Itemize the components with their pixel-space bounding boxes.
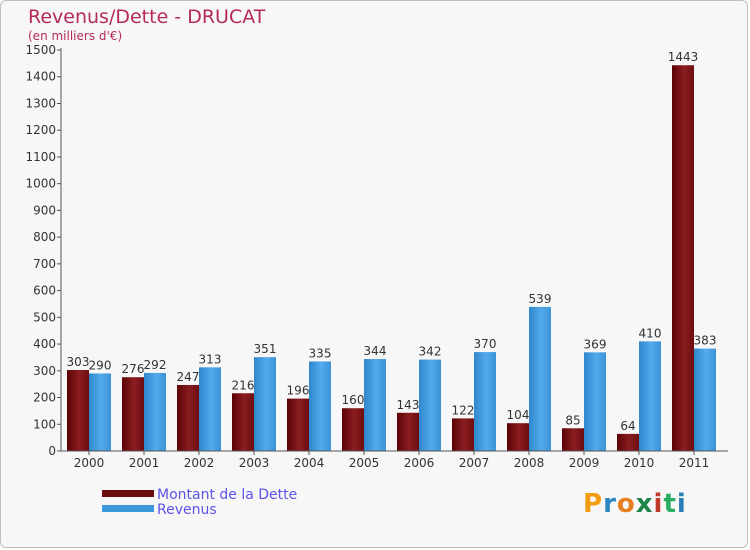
- data-label-revenus-2004: 335: [309, 346, 332, 360]
- data-label-revenus-2006: 342: [419, 345, 442, 359]
- data-label-dette-2009: 85: [565, 413, 580, 427]
- data-label-dette-2000: 303: [67, 355, 90, 369]
- bar-dette-2010: [617, 433, 639, 451]
- bar-revenus-2005: [364, 359, 386, 451]
- y-tick-label: 900: [33, 203, 56, 217]
- bar-dette-2000: [67, 369, 89, 451]
- bar-revenus-2001: [144, 372, 166, 451]
- legend-label-revenus: Revenus: [157, 502, 217, 518]
- logo-letter: x: [635, 489, 654, 519]
- data-label-revenus-2009: 369: [584, 337, 607, 351]
- logo-letter: o: [616, 489, 636, 519]
- logo-letter: i: [653, 489, 664, 519]
- bar-dette-2011: [672, 65, 694, 451]
- data-label-dette-2004: 196: [287, 384, 310, 398]
- y-tick-label: 1200: [25, 123, 56, 137]
- y-tick-label: 200: [33, 391, 56, 405]
- data-label-dette-2010: 64: [620, 419, 635, 433]
- bar-dette-2008: [507, 423, 529, 451]
- x-tick-label-2008: 2008: [514, 456, 545, 470]
- data-label-dette-2001: 276: [122, 362, 145, 376]
- y-tick-label: 1000: [25, 177, 56, 191]
- bar-revenus-2010: [639, 341, 661, 451]
- data-label-dette-2006: 143: [397, 398, 420, 412]
- logo-letter: i: [676, 489, 687, 519]
- data-label-dette-2008: 104: [507, 408, 530, 422]
- data-label-revenus-2000: 290: [89, 358, 112, 372]
- legend-label-dette: Montant de la Dette: [157, 487, 298, 503]
- y-tick-label: 0: [48, 444, 56, 458]
- data-label-dette-2005: 160: [342, 393, 365, 407]
- y-tick-label: 300: [33, 364, 56, 378]
- x-tick-label-2001: 2001: [129, 456, 160, 470]
- bar-dette-2006: [397, 412, 419, 451]
- x-tick-label-2005: 2005: [349, 456, 380, 470]
- y-tick-label: 600: [33, 284, 56, 298]
- y-tick-label: 1500: [25, 43, 56, 57]
- data-label-dette-2002: 247: [177, 370, 200, 384]
- logo-letter: P: [583, 489, 604, 519]
- bar-revenus-2002: [199, 367, 221, 451]
- y-tick-label: 500: [33, 310, 56, 324]
- x-tick-label-2004: 2004: [294, 456, 325, 470]
- y-tick-label: 700: [33, 257, 56, 271]
- data-label-dette-2003: 216: [232, 378, 255, 392]
- data-label-dette-2011: 1443: [668, 50, 699, 64]
- x-tick-label-2000: 2000: [74, 456, 105, 470]
- x-tick-label-2007: 2007: [459, 456, 490, 470]
- bar-revenus-2011: [694, 348, 716, 451]
- data-label-revenus-2008: 539: [529, 292, 552, 306]
- bar-dette-2009: [562, 428, 584, 451]
- x-tick-label-2009: 2009: [569, 456, 600, 470]
- y-tick-label: 100: [33, 417, 56, 431]
- y-tick-label: 800: [33, 230, 56, 244]
- data-label-revenus-2003: 351: [254, 342, 277, 356]
- data-label-revenus-2001: 292: [144, 358, 167, 372]
- bar-revenus-2004: [309, 361, 331, 451]
- y-tick-label: 400: [33, 337, 56, 351]
- data-label-revenus-2010: 410: [639, 326, 662, 340]
- bar-revenus-2008: [529, 306, 551, 451]
- logo-letter: t: [663, 489, 677, 519]
- bar-dette-2007: [452, 418, 474, 451]
- x-tick-label-2011: 2011: [679, 456, 710, 470]
- bar-revenus-2003: [254, 357, 276, 451]
- data-label-revenus-2005: 344: [364, 344, 387, 358]
- y-tick-label: 1300: [25, 96, 56, 110]
- legend-swatch-dette: [102, 490, 154, 497]
- data-label-revenus-2007: 370: [474, 337, 497, 351]
- y-tick-label: 1400: [25, 70, 56, 84]
- bar-dette-2003: [232, 393, 254, 451]
- legend-swatch-revenus: [102, 505, 154, 512]
- bar-revenus-2007: [474, 352, 496, 451]
- y-tick-label: 1100: [25, 150, 56, 164]
- data-label-dette-2007: 122: [452, 403, 475, 417]
- x-tick-label-2010: 2010: [624, 456, 655, 470]
- proxiti-logo: Proxiti: [583, 489, 687, 519]
- data-label-revenus-2002: 313: [199, 352, 222, 366]
- bar-dette-2005: [342, 408, 364, 451]
- bar-revenus-2006: [419, 359, 441, 451]
- chart-title: Revenus/Dette - DRUCAT: [28, 6, 266, 28]
- bar-revenus-2009: [584, 352, 606, 451]
- bar-dette-2001: [122, 377, 144, 451]
- x-tick-label-2003: 2003: [239, 456, 270, 470]
- bar-dette-2004: [287, 398, 309, 451]
- x-tick-label-2002: 2002: [184, 456, 215, 470]
- bar-dette-2002: [177, 384, 199, 451]
- bar-revenus-2000: [89, 373, 111, 451]
- chart-subtitle: (en milliers d'€): [28, 29, 123, 43]
- x-tick-label-2006: 2006: [404, 456, 435, 470]
- logo-letter: r: [603, 489, 617, 519]
- data-label-revenus-2011: 383: [694, 334, 717, 348]
